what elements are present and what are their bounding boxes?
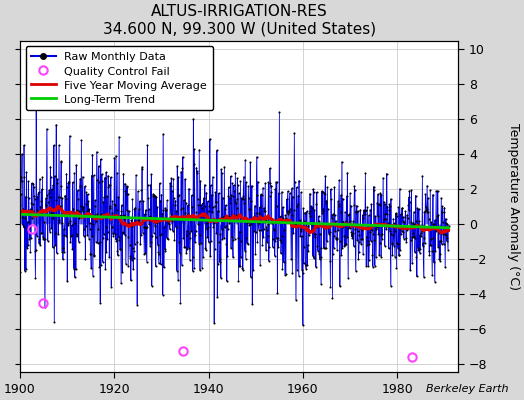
Title: ALTUS-IRRIGATION-RES
34.600 N, 99.300 W (United States): ALTUS-IRRIGATION-RES 34.600 N, 99.300 W … xyxy=(103,4,376,36)
Y-axis label: Temperature Anomaly (°C): Temperature Anomaly (°C) xyxy=(507,123,520,290)
Legend: Raw Monthly Data, Quality Control Fail, Five Year Moving Average, Long-Term Tren: Raw Monthly Data, Quality Control Fail, … xyxy=(26,46,213,110)
Text: Berkeley Earth: Berkeley Earth xyxy=(426,384,508,394)
